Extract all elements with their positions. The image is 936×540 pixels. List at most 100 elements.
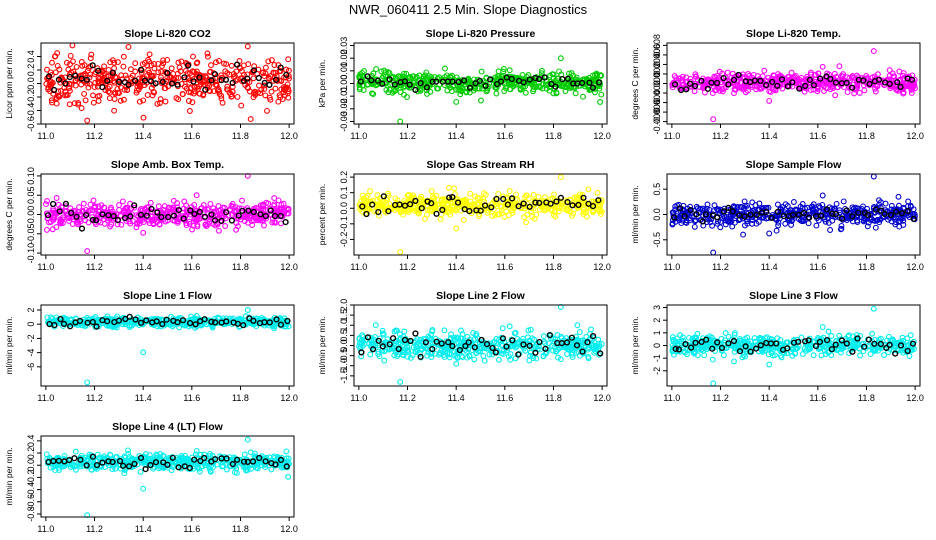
data-point	[222, 223, 229, 229]
data-point	[243, 210, 250, 217]
data-point	[224, 86, 231, 93]
data-point	[65, 66, 72, 73]
data-point	[267, 96, 274, 103]
highlight-point	[114, 217, 121, 224]
data-point	[197, 81, 204, 88]
chart-panel-4: Slope Amb. Box Temp.degrees C per min.11…	[4, 159, 298, 272]
data-point	[70, 58, 76, 65]
data-point	[373, 66, 380, 73]
data-point	[523, 219, 530, 226]
x-tick-label: 11.2	[712, 131, 729, 141]
data-point	[724, 69, 731, 76]
highlight-point	[208, 211, 215, 218]
data-point	[495, 190, 502, 197]
data-point	[141, 205, 148, 212]
highlight-point	[691, 82, 699, 90]
highlight-point	[908, 76, 916, 83]
data-point	[120, 53, 127, 60]
data-point	[73, 63, 80, 70]
highlight-point	[72, 72, 79, 79]
data-point	[196, 71, 203, 78]
data-point	[782, 79, 788, 86]
x-tick-label: 11.8	[858, 262, 875, 272]
data-point	[81, 90, 88, 97]
data-point	[78, 81, 85, 88]
data-point	[533, 83, 540, 90]
data-point	[204, 50, 211, 57]
highlight-point	[774, 82, 781, 89]
highlight-point	[110, 213, 117, 220]
data-point	[127, 66, 134, 73]
data-point	[872, 224, 879, 231]
highlight-point	[62, 80, 69, 87]
data-point	[95, 208, 102, 215]
data-point	[510, 83, 517, 90]
highlight-point	[116, 78, 123, 86]
x-tick-label: 11.4	[448, 131, 465, 141]
outlier-point	[140, 97, 147, 104]
data-point	[477, 97, 484, 104]
data-point	[229, 201, 236, 207]
y-tick-label: -0.1	[339, 216, 349, 232]
data-point	[85, 84, 92, 91]
data-point	[52, 69, 59, 76]
data-point	[120, 96, 127, 103]
data-point	[160, 206, 167, 213]
data-point	[542, 81, 549, 88]
data-point	[782, 220, 789, 227]
highlight-point	[763, 81, 770, 89]
highlight-point	[751, 77, 759, 84]
data-point	[271, 195, 278, 202]
data-point	[196, 90, 203, 97]
data-point	[85, 65, 92, 72]
y-tick-label: -0.008	[652, 109, 662, 135]
highlight-point	[433, 210, 440, 217]
panel-title: Slope Gas Stream RH	[427, 159, 535, 171]
data-point	[481, 357, 488, 364]
x-tick-label: 11.6	[183, 131, 200, 141]
highlight-point	[720, 74, 727, 82]
data-point	[444, 87, 451, 94]
highlight-point	[725, 81, 732, 88]
panel-title: Slope Li-820 CO2	[124, 28, 211, 40]
data-point	[246, 88, 253, 95]
highlight-point	[449, 78, 456, 85]
y-tick-label: -0.02	[339, 99, 349, 120]
data-point	[381, 67, 388, 74]
highlight-point	[472, 80, 479, 87]
data-point	[498, 210, 505, 217]
data-point	[370, 91, 377, 97]
data-point	[272, 85, 279, 92]
highlight-point	[234, 61, 241, 68]
highlight-point	[482, 82, 489, 89]
data-point	[844, 89, 851, 96]
data-point	[146, 51, 153, 58]
highlight-point	[137, 66, 145, 73]
data-point	[174, 200, 181, 207]
data-point	[500, 66, 507, 72]
data-point	[285, 67, 292, 74]
data-point	[539, 67, 545, 74]
data-point	[111, 107, 118, 114]
x-tick-label: 11.2	[86, 262, 103, 272]
data-point	[120, 63, 127, 70]
data-point	[230, 71, 237, 77]
data-point	[550, 71, 557, 78]
data-point	[53, 95, 60, 102]
data-point	[101, 220, 108, 227]
data-point	[131, 204, 138, 211]
data-point	[76, 208, 83, 215]
highlight-point	[802, 82, 809, 90]
data-point	[252, 91, 259, 98]
data-point	[49, 99, 55, 106]
y-tick-label: 0.10	[26, 167, 36, 185]
data-point	[247, 116, 254, 123]
x-tick-label: 12.0	[593, 131, 611, 141]
data-point	[145, 217, 152, 224]
data-point	[503, 82, 510, 89]
data-point	[677, 84, 684, 91]
data-point	[379, 75, 386, 81]
data-point	[157, 100, 163, 106]
data-point	[499, 325, 506, 332]
